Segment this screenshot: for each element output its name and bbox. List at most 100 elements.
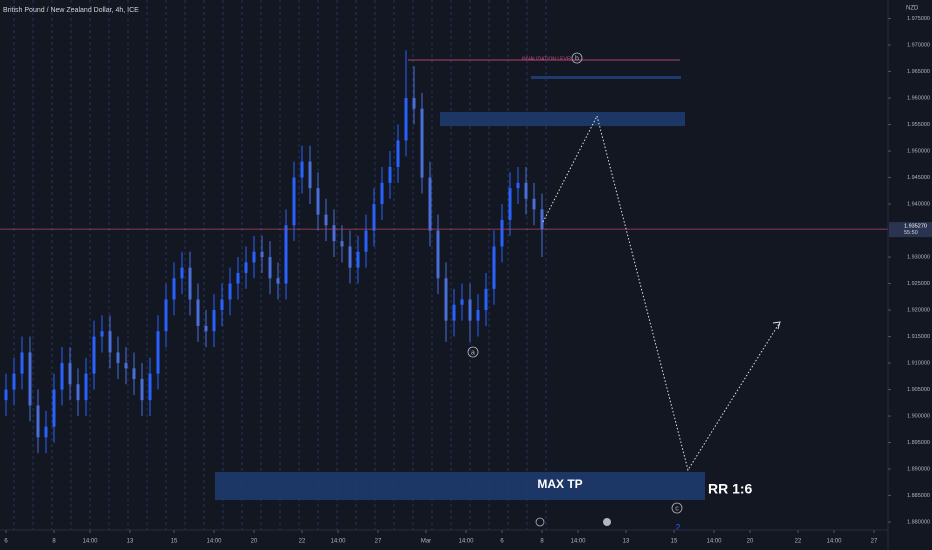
candle-body — [252, 251, 256, 263]
y-tick-label: 1.965000 — [907, 69, 930, 75]
wave-a-circle — [467, 346, 479, 358]
candle-body — [76, 384, 80, 401]
x-tick-label: 14:00 — [826, 539, 842, 545]
candle-body — [84, 373, 88, 401]
x-tick-label: 20 — [251, 539, 258, 545]
candle-body — [132, 368, 136, 379]
x-tick-label: 14:00 — [706, 539, 722, 545]
candle-body — [380, 182, 384, 205]
resistance-zone — [440, 112, 685, 126]
x-tick-label: 22 — [299, 539, 306, 545]
x-tick-label: 15 — [171, 539, 178, 545]
projection-arrow — [772, 321, 781, 330]
x-tick-label: 13 — [623, 539, 630, 545]
y-tick-label: 1.905000 — [907, 387, 930, 393]
y-tick-label: 1.945000 — [907, 175, 930, 181]
event-icon[interactable] — [535, 517, 545, 527]
candle-body — [484, 288, 488, 311]
event-icon[interactable] — [603, 518, 611, 526]
x-tick-label: 8 — [52, 539, 56, 545]
y-tick-label: 1.895000 — [907, 440, 930, 446]
candle-body — [156, 331, 160, 374]
candle-body — [60, 363, 64, 390]
candle-body — [500, 219, 504, 247]
wave-b-circle — [571, 52, 583, 64]
small-zone — [531, 76, 681, 79]
y-tick-label: 1.900000 — [907, 414, 930, 420]
countdown-label: 55:50 — [904, 230, 918, 236]
x-tick-label: 14:00 — [206, 539, 222, 545]
candle-body — [196, 299, 200, 326]
candle-body — [116, 352, 120, 364]
x-tick-label: 14:00 — [82, 539, 98, 545]
candle-body — [468, 299, 472, 321]
candle-body — [20, 352, 24, 374]
x-tick-label: 20 — [747, 539, 754, 545]
candle-body — [388, 166, 392, 183]
candle-body — [260, 251, 264, 258]
candle-body — [420, 108, 424, 178]
y-tick-label: 1.910000 — [907, 361, 930, 367]
x-tick-label: Mar — [421, 539, 431, 545]
candle-body — [340, 241, 344, 247]
wave-c-label: c — [675, 505, 679, 512]
x-tick-label: 22 — [795, 539, 802, 545]
candle-body — [68, 363, 72, 385]
candle-body — [348, 246, 352, 268]
candle-body — [524, 182, 528, 199]
candle-body — [204, 325, 208, 332]
candle-body — [180, 267, 184, 279]
candle-body — [356, 251, 360, 268]
candle-body — [292, 177, 296, 226]
candle-body — [516, 182, 520, 189]
ratio-label: RR 1:6 — [708, 481, 753, 497]
candle-body — [508, 188, 512, 220]
plot — [0, 50, 888, 454]
candle-body — [460, 299, 464, 305]
y-tick-label: 1.950000 — [907, 149, 930, 155]
candle-body — [108, 331, 112, 353]
candle-body — [540, 209, 544, 230]
candle-body — [36, 405, 40, 438]
candle-body — [28, 352, 32, 406]
x-tick-label: 13 — [127, 539, 134, 545]
x-tick-label: 8 — [540, 539, 544, 545]
y-tick-label: 1.955000 — [907, 122, 930, 128]
y-tick-label: 1.925000 — [907, 281, 930, 287]
target-label: MAX TP — [537, 477, 582, 491]
candle-body — [452, 304, 456, 321]
candle-body — [332, 225, 336, 242]
candle-body — [164, 299, 168, 332]
x-tick-label: 27 — [871, 539, 878, 545]
candle-body — [220, 299, 224, 311]
y-tick-label: 1.920000 — [907, 308, 930, 314]
candle-body — [44, 426, 48, 438]
last-price-label: 1.935270 — [904, 224, 927, 230]
candle-body — [92, 336, 96, 374]
candle-body — [492, 246, 496, 289]
wave-c-circle — [671, 502, 683, 514]
candle-body — [140, 378, 144, 401]
x-tick-label: 14:00 — [458, 539, 474, 545]
y-tick-label: 1.890000 — [907, 467, 930, 473]
candle-body — [124, 363, 128, 369]
invalidation-label: INVALIDATION LEVEL — [522, 56, 573, 62]
candle-body — [324, 214, 328, 226]
candle-body — [100, 331, 104, 337]
candle-body — [148, 373, 152, 401]
wave-2-label: 2 — [676, 523, 681, 532]
last-price-badge — [889, 222, 932, 238]
x-tick-label: 15 — [671, 539, 678, 545]
target-zone — [215, 472, 705, 500]
y-tick-label: 1.940000 — [907, 202, 930, 208]
candle-body — [316, 188, 320, 215]
candle-body — [188, 267, 192, 300]
candle-body — [372, 204, 376, 231]
currency-label: NZD — [906, 6, 919, 12]
wave-b-label: b — [575, 55, 579, 62]
y-tick-label: 1.970000 — [907, 43, 930, 49]
candle-body — [396, 140, 400, 167]
candle-body — [412, 98, 416, 109]
